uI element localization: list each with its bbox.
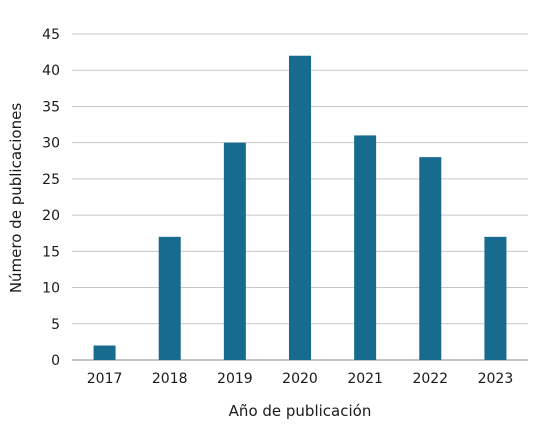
y-tick-label: 15 [42, 244, 60, 260]
y-axis-title: Número de publicaciones [7, 103, 25, 294]
y-axis-ticks: 0 5 10 15 20 25 30 35 40 45 [42, 27, 60, 369]
y-tick-label: 30 [42, 136, 60, 152]
y-tick-label: 25 [42, 172, 60, 188]
bar-2018 [158, 236, 181, 360]
bar-2022 [419, 157, 442, 360]
y-tick-label: 35 [42, 99, 60, 115]
bar-2020 [289, 55, 311, 360]
x-tick-label: 2023 [478, 371, 514, 387]
x-tick-label: 2019 [217, 371, 253, 387]
x-tick-label: 2020 [282, 371, 318, 387]
y-tick-label: 40 [42, 63, 60, 79]
y-tick-label: 5 [51, 317, 60, 333]
x-axis-ticks: 2017 2018 2019 2020 2021 2022 2023 [87, 371, 513, 387]
x-tick-label: 2017 [87, 371, 123, 387]
x-tick-label: 2022 [412, 371, 448, 387]
bars [93, 55, 507, 360]
x-axis-title: Año de publicación [229, 402, 372, 420]
bar-2021 [354, 135, 377, 360]
x-tick-label: 2021 [347, 371, 383, 387]
bar-2017 [93, 345, 116, 360]
y-tick-label: 45 [42, 27, 60, 43]
bar-2023 [484, 236, 507, 360]
bar-2019 [223, 142, 246, 360]
y-tick-label: 20 [42, 208, 60, 224]
y-tick-label: 10 [42, 281, 60, 297]
y-tick-label: 0 [51, 353, 60, 369]
x-tick-label: 2018 [152, 371, 188, 387]
